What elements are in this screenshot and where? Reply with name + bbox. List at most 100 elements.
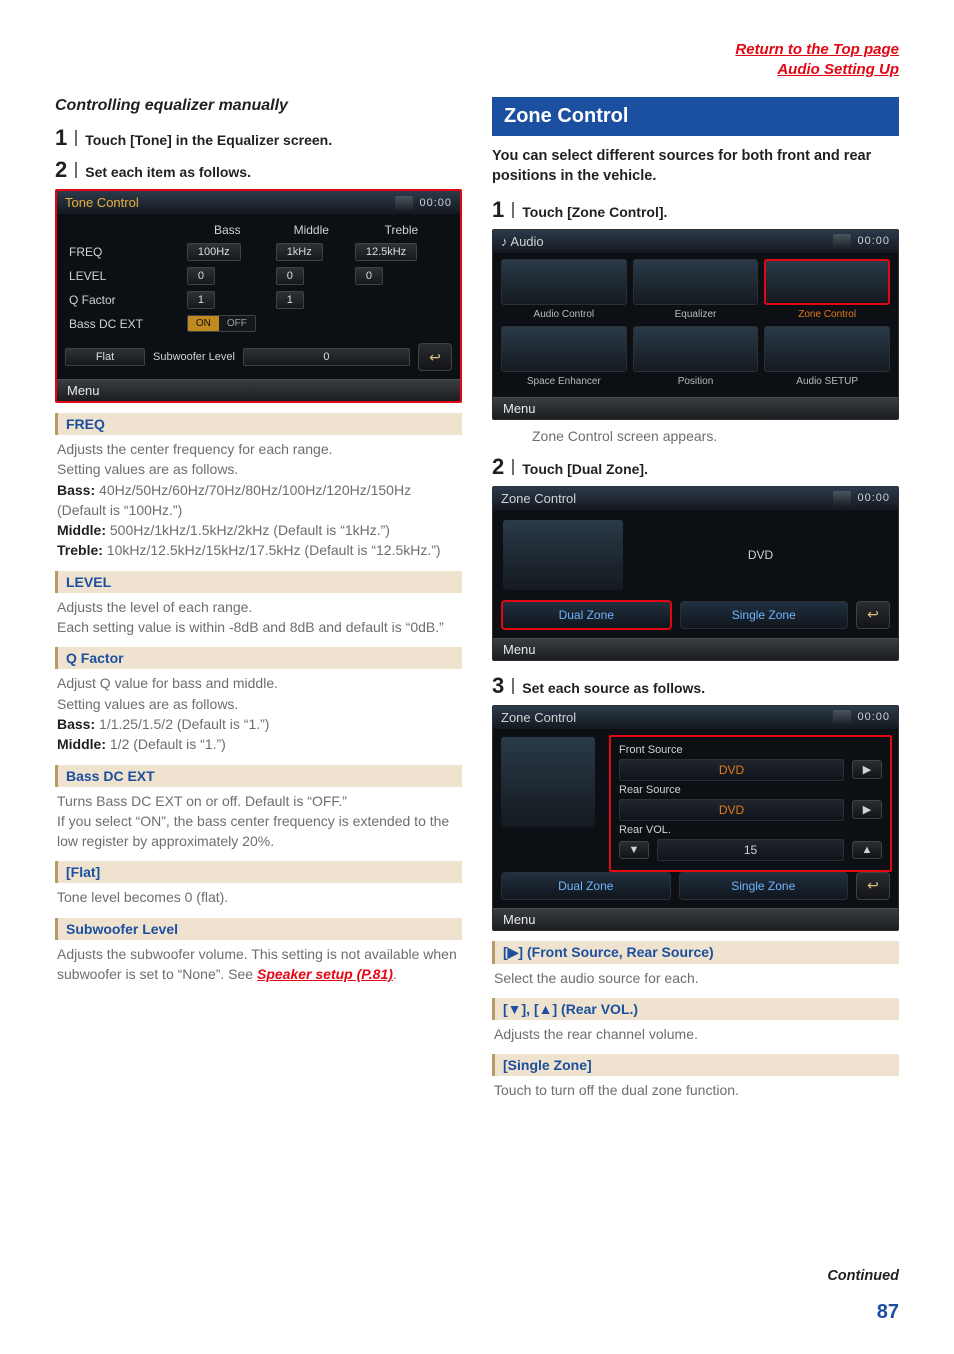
audio-cell[interactable]: Zone Control: [764, 259, 890, 320]
rear-vol-down[interactable]: ▼: [619, 841, 649, 859]
def-body: Turns Bass DC EXT on or off. Default is …: [55, 787, 462, 852]
audio-cell[interactable]: Space Enhancer: [501, 326, 627, 387]
audio-label: Audio Control: [501, 309, 627, 320]
bassdc-toggle[interactable]: ON OFF: [187, 315, 256, 332]
def-body: Touch to turn off the dual zone function…: [492, 1076, 899, 1100]
front-source-label: Front Source: [619, 744, 714, 756]
def-body: Select the audio source for each.: [492, 964, 899, 988]
audio-setting-link[interactable]: Audio Setting Up: [777, 61, 899, 78]
rear-source-label: Rear Source: [619, 784, 714, 796]
def-term: LEVEL: [55, 571, 462, 593]
zone-thumb: [503, 520, 623, 590]
level-middle[interactable]: 0: [276, 267, 304, 285]
rear-source-value: DVD: [619, 799, 844, 821]
zone-thumb: [501, 737, 595, 827]
def-term: [Flat]: [55, 861, 462, 883]
step-2: 2 Set each item as follows.: [55, 157, 462, 183]
def-term: Subwoofer Level: [55, 918, 462, 940]
step-text: Touch [Dual Zone].: [522, 461, 648, 477]
menu-button[interactable]: Menu: [493, 638, 898, 660]
header-icon: [395, 196, 413, 210]
q-bass[interactable]: 1: [187, 291, 215, 309]
rear-vol-label: Rear VOL.: [619, 824, 714, 836]
rear-vol-value: 15: [657, 839, 844, 861]
front-source-value: DVD: [619, 759, 844, 781]
rear-source-next[interactable]: ▶: [852, 800, 882, 819]
level-bass[interactable]: 0: [187, 267, 215, 285]
subheading: Controlling equalizer manually: [55, 97, 462, 115]
audio-cell[interactable]: Equalizer: [633, 259, 759, 320]
freq-treble[interactable]: 12.5kHz: [355, 243, 417, 261]
continued-label: Continued: [827, 1268, 899, 1284]
flat-button[interactable]: Flat: [65, 348, 145, 366]
audio-cell[interactable]: Position: [633, 326, 759, 387]
tone-control-screenshot: Tone Control 00:00 Bass Middle Treble: [55, 189, 462, 403]
return-icon[interactable]: ↩: [856, 601, 890, 629]
freq-middle[interactable]: 1kHz: [276, 243, 323, 261]
audio-screenshot: ♪ Audio 00:00 Audio Control Equalizer Zone…: [492, 229, 899, 420]
caption: Zone Control screen appears.: [532, 428, 899, 444]
return-icon[interactable]: ↩: [856, 872, 890, 900]
section-heading: Zone Control: [492, 97, 899, 136]
step-1: 1 Touch [Tone] in the Equalizer screen.: [55, 125, 462, 151]
zone-control-screenshot-1: Zone Control 00:00 DVD Dual Zone Single …: [492, 486, 899, 661]
zone-control-screenshot-2: Zone Control 00:00 Front Source: [492, 705, 899, 931]
front-source-next[interactable]: ▶: [852, 760, 882, 779]
audio-label: Space Enhancer: [501, 376, 627, 387]
header-icon: [833, 491, 851, 505]
audio-thumb: [764, 326, 890, 372]
dual-zone-button[interactable]: Dual Zone: [501, 872, 671, 900]
def-body: Adjust Q value for bass and middle.Setti…: [55, 669, 462, 754]
audio-label: Audio SETUP: [764, 376, 890, 387]
page-number: 87: [877, 1301, 899, 1324]
step-number: 3: [492, 673, 504, 699]
def-term: Q Factor: [55, 647, 462, 669]
step-text: Touch [Zone Control].: [522, 204, 667, 220]
level-treble[interactable]: 0: [355, 267, 383, 285]
zone-current-source: DVD: [633, 520, 888, 590]
bassdc-on[interactable]: ON: [188, 316, 219, 331]
def-term: [▶] (Front Source, Rear Source): [492, 941, 899, 964]
step-number: 2: [492, 454, 504, 480]
step-divider: [512, 678, 514, 694]
dual-zone-button[interactable]: Dual Zone: [501, 600, 672, 630]
clock: 00:00: [857, 235, 890, 247]
shot-title: Zone Control: [501, 491, 576, 506]
speaker-setup-link[interactable]: Speaker setup (P.81): [257, 966, 393, 982]
step-divider: [512, 202, 514, 218]
left-column: Controlling equalizer manually 1 Touch […: [55, 97, 462, 1100]
step-number: 2: [55, 157, 67, 183]
header-links: Return to the Top page Audio Setting Up: [55, 40, 899, 79]
def-body: Adjusts the subwoofer volume. This setti…: [55, 940, 462, 985]
def-term: FREQ: [55, 413, 462, 435]
step-text: Set each source as follows.: [522, 680, 705, 696]
header-icon: [833, 710, 851, 724]
freq-bass[interactable]: 100Hz: [187, 243, 241, 261]
bassdc-off[interactable]: OFF: [219, 316, 255, 331]
step-divider: [75, 130, 77, 146]
rear-vol-up[interactable]: ▲: [852, 841, 882, 859]
q-middle[interactable]: 1: [276, 291, 304, 309]
def-body: Adjusts the level of each range.Each set…: [55, 593, 462, 638]
menu-button[interactable]: Menu: [57, 379, 460, 401]
r-step-2: 2 Touch [Dual Zone].: [492, 454, 899, 480]
menu-button[interactable]: Menu: [493, 908, 898, 930]
subwoofer-value[interactable]: 0: [243, 348, 410, 366]
def-body: Adjusts the center frequency for each ra…: [55, 435, 462, 561]
def-term: Bass DC EXT: [55, 765, 462, 787]
menu-button[interactable]: Menu: [493, 397, 898, 419]
audio-thumb: [501, 259, 627, 305]
shot-title: ♪ Audio: [501, 234, 544, 249]
audio-label: Equalizer: [633, 309, 759, 320]
step-number: 1: [55, 125, 67, 151]
return-icon[interactable]: ↩: [418, 343, 452, 371]
step-number: 1: [492, 197, 504, 223]
single-zone-button[interactable]: Single Zone: [680, 601, 849, 629]
step-divider: [512, 459, 514, 475]
return-top-link[interactable]: Return to the Top page: [735, 41, 899, 58]
audio-cell[interactable]: Audio Control: [501, 259, 627, 320]
subwoofer-label: Subwoofer Level: [153, 351, 235, 363]
audio-cell[interactable]: Audio SETUP: [764, 326, 890, 387]
audio-thumb: [633, 326, 759, 372]
single-zone-button[interactable]: Single Zone: [679, 872, 849, 900]
